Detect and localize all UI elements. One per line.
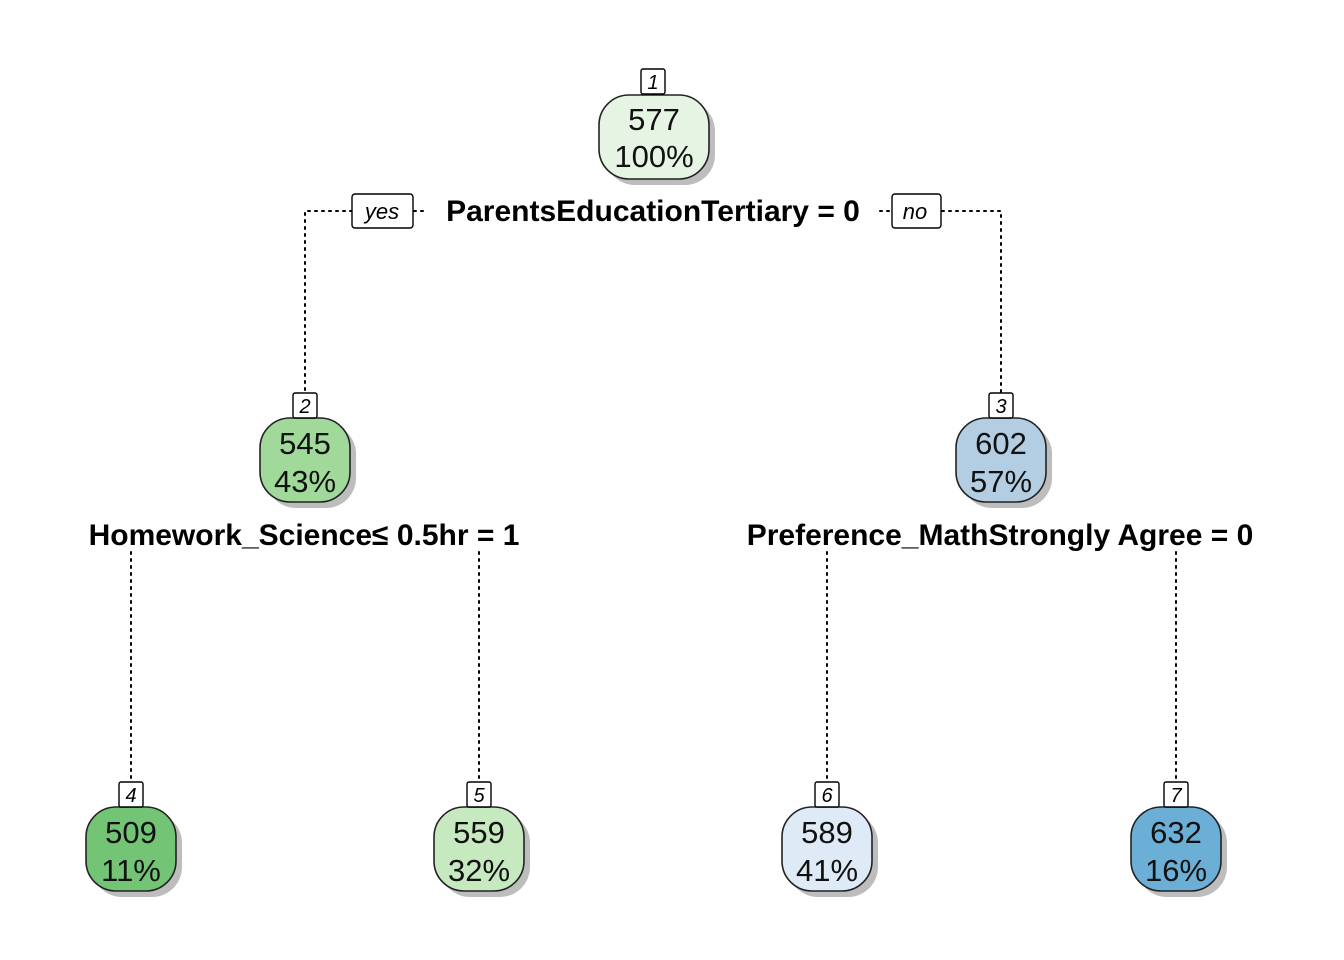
tree-node-2: 2 545 43% bbox=[259, 392, 356, 508]
tree-node-7: 7 632 16% bbox=[1130, 781, 1227, 897]
node-box bbox=[598, 94, 710, 180]
edge-label-yes: yes bbox=[351, 193, 414, 229]
node-percent: 57% bbox=[970, 464, 1032, 499]
node-id-box bbox=[988, 392, 1014, 419]
tree-node-5: 5 559 32% bbox=[433, 781, 530, 897]
node-id: 6 bbox=[821, 785, 833, 807]
tree-node-4: 4 509 11% bbox=[85, 781, 182, 897]
node-id-box bbox=[118, 781, 144, 808]
node-id: 2 bbox=[298, 396, 310, 418]
node-percent: 11% bbox=[101, 853, 161, 888]
node-id-box bbox=[292, 392, 318, 419]
node-percent: 16% bbox=[1145, 853, 1207, 888]
node-value: 545 bbox=[279, 426, 331, 461]
edge-label-yes-text: yes bbox=[363, 199, 399, 224]
node-value: 559 bbox=[453, 815, 505, 850]
node-value: 509 bbox=[105, 815, 157, 850]
node-percent: 41% bbox=[796, 853, 858, 888]
split-label-node-3: Preference_MathStrongly Agree = 0 bbox=[747, 519, 1254, 552]
node-id-box bbox=[814, 781, 840, 808]
tree-node-6: 6 589 41% bbox=[781, 781, 878, 897]
node-percent: 100% bbox=[614, 139, 693, 174]
node-id: 7 bbox=[1170, 785, 1182, 807]
edge-1-3 bbox=[941, 210, 1002, 393]
node-value: 632 bbox=[1150, 815, 1202, 850]
split-label-node-1: ParentsEducationTertiary = 0 bbox=[446, 195, 860, 228]
edge-label-no-text: no bbox=[903, 199, 927, 224]
node-id-box bbox=[640, 68, 666, 95]
node-id-box bbox=[1163, 781, 1189, 808]
edge-label-no: no bbox=[891, 193, 942, 229]
node-percent: 43% bbox=[274, 464, 336, 499]
node-id: 5 bbox=[473, 785, 485, 807]
node-id: 4 bbox=[125, 785, 136, 807]
split-label-node-2: Homework_Science≤ 0.5hr = 1 bbox=[89, 519, 520, 552]
node-id: 1 bbox=[647, 72, 658, 94]
node-id-box bbox=[466, 781, 492, 808]
node-percent: 32% bbox=[448, 853, 510, 888]
node-value: 589 bbox=[801, 815, 853, 850]
node-id: 3 bbox=[995, 396, 1006, 418]
tree-edges bbox=[130, 210, 1177, 783]
tree-node-1: 1 577 100% bbox=[598, 68, 715, 185]
node-value: 602 bbox=[975, 426, 1027, 461]
edge-1-2 bbox=[304, 210, 353, 393]
tree-node-3: 3 602 57% bbox=[955, 392, 1052, 508]
node-value: 577 bbox=[628, 102, 680, 137]
